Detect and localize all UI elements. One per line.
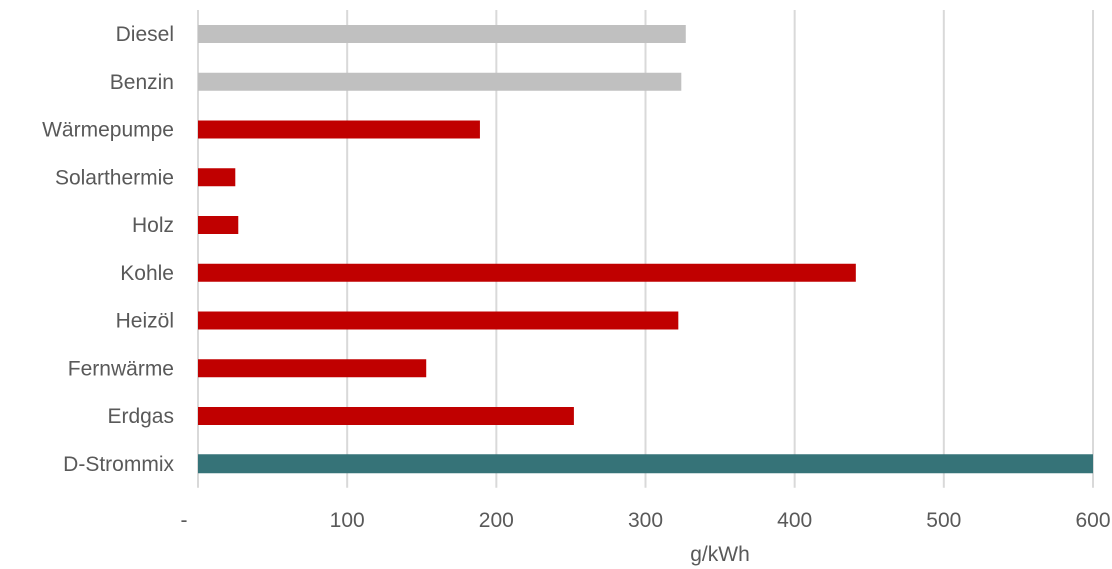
x-tick-label-6: 600 (1075, 509, 1110, 532)
bar-0 (198, 25, 686, 43)
category-label-1: Benzin (110, 71, 174, 94)
category-label-5: Kohle (120, 262, 174, 285)
x-tick-label-5: 500 (926, 509, 961, 532)
category-label-2: Wärmepumpe (42, 119, 174, 142)
bars (198, 25, 1093, 474)
category-label-0: Diesel (116, 23, 174, 46)
bar-7 (198, 359, 427, 378)
bar-4 (198, 216, 239, 234)
bar-2 (198, 120, 480, 139)
bar-9 (198, 454, 1093, 474)
x-tick-label-0: - (181, 509, 188, 532)
category-label-8: Erdgas (107, 405, 174, 428)
bar-3 (198, 168, 236, 187)
x-tick-labels: - 100 200 300 400 500 600 (181, 509, 1111, 532)
bar-8 (198, 407, 574, 425)
bar-5 (198, 263, 856, 282)
bar-6 (198, 311, 679, 330)
x-axis-title: g/kWh (690, 543, 750, 566)
x-tick-label-2: 200 (479, 509, 514, 532)
category-label-6: Heizöl (116, 310, 174, 333)
category-labels: Diesel Benzin Wärmepumpe Solarthermie Holz Ko… (42, 23, 174, 476)
category-label-9: D-Strommix (63, 453, 174, 476)
bar-1 (198, 72, 682, 91)
x-tick-label-1: 100 (330, 509, 365, 532)
category-label-3: Solarthermie (55, 166, 174, 189)
category-label-7: Fernwärme (68, 357, 174, 380)
x-tick-label-4: 400 (777, 509, 812, 532)
x-tick-label-3: 300 (628, 509, 663, 532)
category-label-4: Holz (132, 214, 174, 237)
